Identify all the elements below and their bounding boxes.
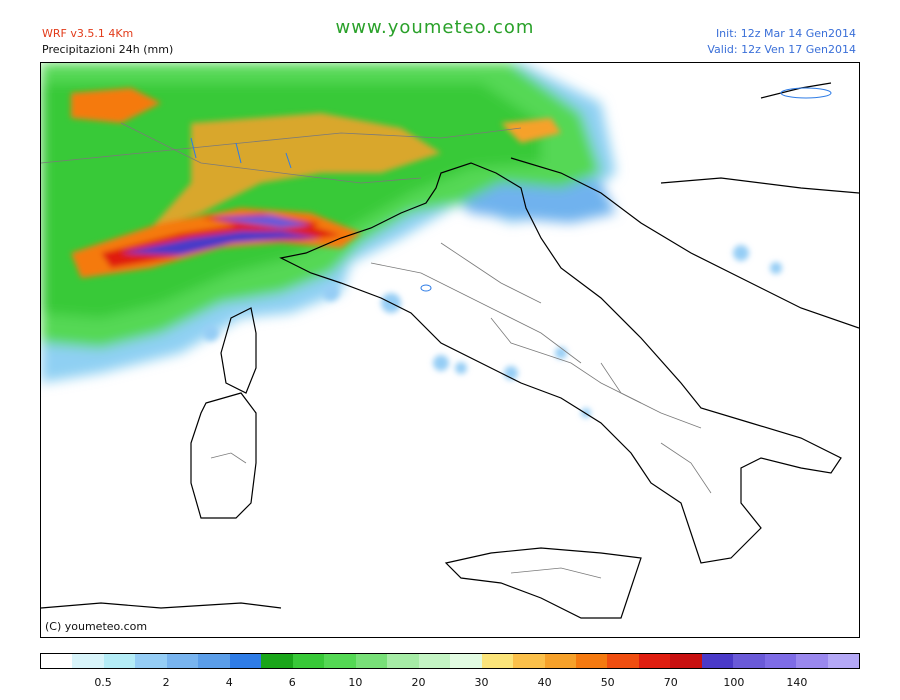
- legend-swatch: [324, 654, 356, 668]
- legend-swatch: [41, 654, 73, 668]
- color-legend: [40, 653, 860, 669]
- legend-swatch: [701, 654, 734, 668]
- product-label: Precipitazioni 24h (mm): [42, 43, 174, 56]
- legend-swatch: [607, 654, 639, 668]
- legend-swatch: [827, 654, 860, 668]
- legend-swatch: [387, 654, 419, 668]
- legend-swatch: [481, 654, 514, 668]
- precipitation-map[interactable]: (C) youmeteo.com: [40, 62, 860, 638]
- legend-swatch: [292, 654, 325, 668]
- legend-tick-label: 2: [162, 676, 170, 689]
- legend-tick-label: 40: [537, 676, 552, 689]
- legend-swatch: [513, 654, 545, 668]
- site-title[interactable]: www.youmeteo.com: [335, 17, 535, 38]
- legend-tick-label: 10: [348, 676, 363, 689]
- legend-swatch: [450, 654, 482, 668]
- legend-swatch: [229, 654, 262, 668]
- legend-tick-label: 70: [663, 676, 678, 689]
- legend-swatch: [575, 654, 608, 668]
- valid-time: Valid: 12z Ven 17 Gen2014: [707, 43, 856, 56]
- model-label: WRF v3.5.1 4Km: [42, 27, 134, 40]
- lakes: [190, 87, 832, 292]
- legend-tick-label: 50: [600, 676, 615, 689]
- legend-tick-label: 30: [474, 676, 489, 689]
- legend-swatch: [135, 654, 167, 668]
- init-time: Init: 12z Mar 14 Gen2014: [715, 27, 856, 40]
- legend-ticks: 0.5 2 4 6 10 20 30 40 50 70 100 140: [40, 676, 860, 692]
- legend-swatch: [764, 654, 797, 668]
- legend-swatch: [733, 654, 765, 668]
- legend-tick-label: 20: [411, 676, 426, 689]
- legend-swatch: [261, 654, 293, 668]
- region-borders: [41, 122, 712, 579]
- legend-swatch: [198, 654, 230, 668]
- coastline: [41, 82, 859, 619]
- legend-swatch: [166, 654, 199, 668]
- legend-tick-label: 100: [723, 676, 745, 689]
- legend-swatch: [72, 654, 104, 668]
- legend-swatch: [638, 654, 671, 668]
- legend-swatch: [418, 654, 451, 668]
- legend-tick-label: 140: [786, 676, 808, 689]
- copyright-label: (C) youmeteo.com: [45, 620, 148, 633]
- precipitation-field: [41, 63, 782, 418]
- legend-tick-label: 6: [288, 676, 296, 689]
- legend-swatch: [103, 654, 136, 668]
- legend-swatch: [796, 654, 828, 668]
- legend-swatch: [355, 654, 388, 668]
- map-canvas: [41, 63, 859, 619]
- legend-swatch: [670, 654, 702, 668]
- legend-tick-label: 4: [225, 676, 233, 689]
- legend-swatch: [544, 654, 576, 668]
- legend-tick-label: 0.5: [94, 676, 112, 689]
